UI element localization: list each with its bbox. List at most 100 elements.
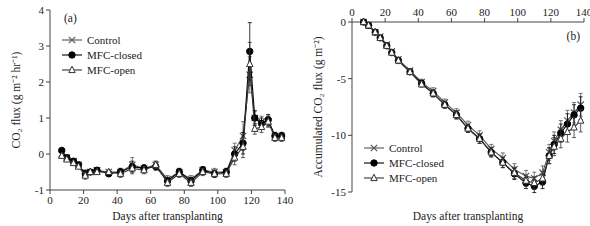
- data-point: [531, 179, 537, 185]
- y-tick-label: 0: [39, 148, 45, 160]
- x-tick: [517, 18, 518, 22]
- legend-marker: [371, 145, 377, 151]
- data-point: [278, 134, 284, 140]
- data-point: [430, 90, 436, 96]
- data-point: [372, 28, 378, 34]
- x-tick-label: 100: [509, 6, 526, 18]
- data-point: [360, 18, 366, 24]
- x-tick: [418, 18, 419, 22]
- data-point: [87, 169, 93, 175]
- x-tick-label: 80: [479, 6, 491, 18]
- series-line: [364, 22, 581, 178]
- page: {"chart_data": [ {"type": "line", "annot…: [0, 0, 590, 226]
- data-point: [247, 60, 253, 66]
- x-tick: [352, 18, 353, 22]
- data-point: [188, 179, 194, 185]
- data-point: [59, 152, 65, 158]
- x-axis-line: [352, 22, 584, 23]
- x-axis-title: Days after transplanting: [112, 210, 223, 223]
- data-point: [539, 175, 545, 181]
- legend-label: MFC-closed: [87, 49, 143, 61]
- x-tick-label: 20: [380, 6, 392, 18]
- data-point: [176, 170, 182, 176]
- y-tick: [348, 78, 352, 79]
- legend-marker: [69, 37, 75, 43]
- x-axis-line: [50, 190, 285, 191]
- y-tick-label: -1: [35, 184, 44, 196]
- x-axis-title: Days after transplanting: [413, 210, 524, 223]
- legend: ControlMFC-closedMFC-open: [62, 34, 143, 76]
- data-point: [377, 34, 383, 40]
- plot-area: [59, 23, 285, 187]
- legend: ControlMFC-closedMFC-open: [364, 142, 445, 184]
- y-tick: [46, 118, 50, 119]
- data-point: [389, 49, 395, 55]
- data-point: [476, 135, 482, 141]
- data-point: [64, 156, 70, 162]
- x-tick-label: 60: [446, 6, 458, 18]
- data-point: [360, 19, 366, 25]
- data-point: [252, 115, 258, 121]
- x-tick-label: 20: [78, 194, 90, 206]
- data-point: [465, 125, 471, 131]
- y-axis-title: CO₂ flux (g m⁻² hr⁻¹): [10, 51, 23, 148]
- data-point: [231, 154, 237, 160]
- y-tick-label: 1: [39, 112, 45, 124]
- data-point: [564, 128, 570, 134]
- x-tick-label: 0: [47, 194, 53, 206]
- y-tick: [348, 192, 352, 193]
- data-point: [551, 143, 557, 149]
- legend-label: MFC-open: [389, 172, 438, 184]
- data-point: [558, 135, 564, 141]
- data-point: [70, 159, 76, 165]
- x-tick: [385, 18, 386, 22]
- legend-marker: [69, 66, 75, 72]
- data-point: [87, 169, 93, 175]
- data-point: [252, 125, 258, 131]
- data-point: [106, 169, 112, 175]
- data-point: [395, 57, 401, 63]
- x-tick-label: 0: [349, 6, 355, 18]
- y-tick: [46, 190, 50, 191]
- legend-marker: [371, 160, 377, 166]
- x-tick-label: 140: [277, 194, 294, 206]
- data-point: [272, 134, 278, 140]
- data-point: [546, 153, 552, 159]
- x-tick: [451, 18, 452, 22]
- series-line: [62, 64, 282, 183]
- data-point: [523, 177, 529, 183]
- series-line: [364, 22, 581, 183]
- data-point: [117, 170, 123, 176]
- data-point: [94, 168, 100, 174]
- y-axis-title: Accumulated CO₂ flux (g m⁻²): [312, 36, 325, 177]
- y-tick-label: 0: [341, 16, 347, 28]
- data-point: [418, 80, 424, 86]
- y-axis-line: [50, 10, 51, 190]
- legend-label: Control: [87, 34, 121, 46]
- y-tick-label: 3: [39, 40, 45, 52]
- y-tick-label: 2: [39, 76, 45, 88]
- y-tick: [348, 135, 352, 136]
- legend-label: MFC-closed: [389, 157, 445, 169]
- data-point: [571, 124, 577, 130]
- figure: -101234020406080100120140Days after tran…: [0, 0, 590, 226]
- data-point: [258, 123, 264, 129]
- y-tick-label: -5: [337, 73, 347, 85]
- x-tick-label: 40: [112, 194, 124, 206]
- x-tick-label: 60: [145, 194, 157, 206]
- y-tick: [46, 46, 50, 47]
- x-tick: [550, 18, 551, 22]
- data-point: [211, 170, 217, 176]
- y-tick: [46, 154, 50, 155]
- data-point: [164, 179, 170, 185]
- data-point: [200, 168, 206, 174]
- chart-panel: -15-10-50020406080100120140Days after tr…: [312, 6, 590, 223]
- chart-panel: -101234020406080100120140Days after tran…: [10, 4, 294, 223]
- x-tick: [484, 18, 485, 22]
- data-point: [211, 171, 217, 177]
- data-point: [360, 19, 366, 25]
- y-axis-line: [352, 22, 353, 192]
- x-tick-label: 40: [413, 6, 425, 18]
- data-point: [577, 117, 583, 123]
- data-point: [546, 152, 552, 158]
